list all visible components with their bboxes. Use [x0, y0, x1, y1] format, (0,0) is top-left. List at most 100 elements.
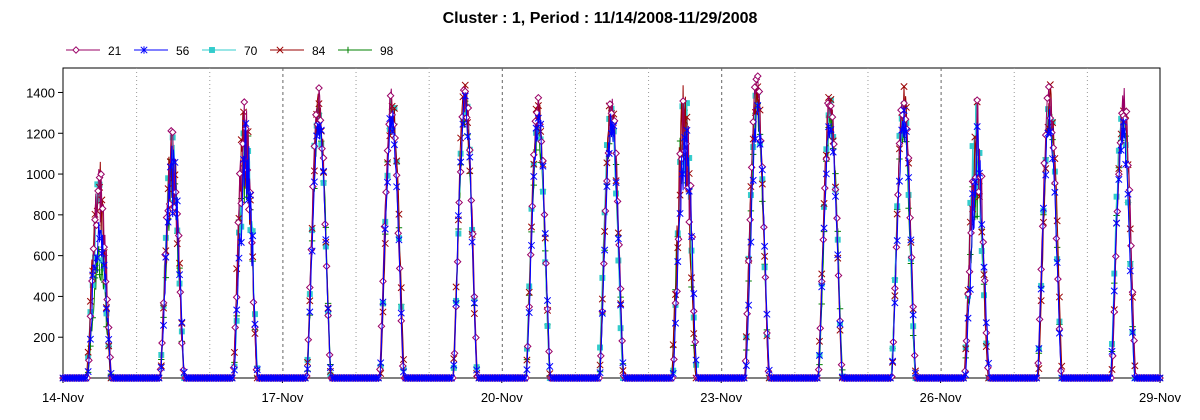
- point-56: [834, 251, 842, 259]
- point-56: [596, 369, 604, 377]
- point-56: [374, 374, 382, 382]
- point-21: [1044, 82, 1053, 91]
- point-56: [100, 261, 108, 269]
- y-tick-label: 200: [33, 330, 55, 345]
- point-56: [461, 92, 469, 100]
- point-56: [907, 236, 915, 244]
- point-56: [537, 120, 545, 128]
- point-56: [246, 191, 254, 199]
- point-21: [231, 323, 240, 332]
- point-98: [973, 213, 981, 220]
- point-56: [388, 127, 396, 135]
- x-tick-label: 23-Nov: [700, 390, 742, 405]
- x-tick-label: 17-Nov: [261, 390, 303, 405]
- point-21: [895, 139, 904, 148]
- point-56: [1119, 118, 1127, 126]
- point-56: [1049, 154, 1057, 163]
- legend-label-98: 98: [380, 44, 394, 58]
- series-line-56: [63, 94, 1160, 379]
- point-56: [610, 122, 618, 130]
- point-56: [543, 296, 552, 305]
- point-56: [1108, 347, 1116, 356]
- point-56: [669, 369, 677, 378]
- point-21: [159, 298, 168, 307]
- point-56: [687, 232, 696, 241]
- point-56: [239, 155, 248, 164]
- point-56: [982, 319, 990, 327]
- point-70: [1113, 193, 1120, 200]
- point-21: [749, 117, 758, 126]
- point-21: [612, 149, 620, 158]
- point-84: [457, 134, 465, 142]
- point-21: [237, 199, 246, 208]
- point-56: [756, 140, 764, 148]
- series-98: [59, 97, 1164, 382]
- point-56: [690, 289, 698, 298]
- point-70: [750, 144, 757, 150]
- point-21: [315, 84, 323, 92]
- point-56: [681, 133, 689, 142]
- y-tick-label: 400: [33, 289, 55, 304]
- point-56: [322, 235, 330, 244]
- series-56: [59, 92, 1164, 382]
- point-21: [763, 329, 771, 337]
- point-56: [1110, 287, 1118, 295]
- legend-marker-84: [276, 46, 284, 54]
- point-56: [249, 232, 257, 240]
- point-84: [1053, 217, 1061, 225]
- point-56: [303, 365, 312, 373]
- point-21: [833, 214, 841, 223]
- point-56: [228, 374, 236, 382]
- point-98: [96, 271, 103, 278]
- point-56: [886, 374, 894, 382]
- point-84: [669, 341, 677, 349]
- point-56: [317, 126, 325, 134]
- point-56: [742, 361, 750, 370]
- point-56: [813, 374, 821, 382]
- point-21: [820, 184, 829, 193]
- point-56: [468, 238, 476, 246]
- y-tick-label: 1400: [26, 85, 55, 100]
- legend-label-70: 70: [244, 44, 258, 58]
- point-56: [306, 308, 314, 316]
- point-21: [967, 228, 975, 237]
- legend-label-84: 84: [312, 44, 326, 58]
- point-56: [155, 374, 163, 382]
- point-21: [601, 207, 610, 215]
- point-56: [447, 374, 456, 382]
- point-56: [1046, 127, 1054, 136]
- point-56: [1122, 160, 1130, 169]
- point-84: [1055, 293, 1063, 301]
- point-56: [1053, 258, 1061, 267]
- y-tick-label: 600: [33, 249, 55, 264]
- point-56: [671, 319, 680, 327]
- point-56: [1115, 175, 1123, 184]
- point-56: [164, 218, 172, 226]
- point-21: [828, 113, 837, 121]
- point-56: [980, 263, 988, 271]
- point-56: [889, 357, 897, 365]
- legend-marker-56: [140, 46, 148, 54]
- point-56: [178, 318, 186, 327]
- point-56: [815, 351, 824, 360]
- point-84: [1037, 297, 1045, 305]
- point-21: [249, 298, 258, 307]
- point-56: [84, 367, 92, 376]
- series-line-98: [63, 98, 1160, 379]
- point-56: [530, 172, 538, 181]
- point-21: [319, 154, 328, 162]
- point-21: [750, 83, 759, 92]
- point-70: [688, 247, 695, 254]
- point-56: [470, 299, 478, 307]
- point-21: [234, 218, 243, 227]
- point-56: [96, 234, 104, 243]
- point-84: [383, 159, 392, 167]
- point-56: [900, 106, 908, 115]
- point-21: [312, 110, 320, 119]
- point-56: [301, 374, 309, 382]
- point-56: [603, 182, 611, 191]
- point-84: [463, 119, 472, 127]
- point-84: [84, 348, 92, 356]
- point-84: [900, 83, 908, 91]
- point-56: [459, 120, 467, 128]
